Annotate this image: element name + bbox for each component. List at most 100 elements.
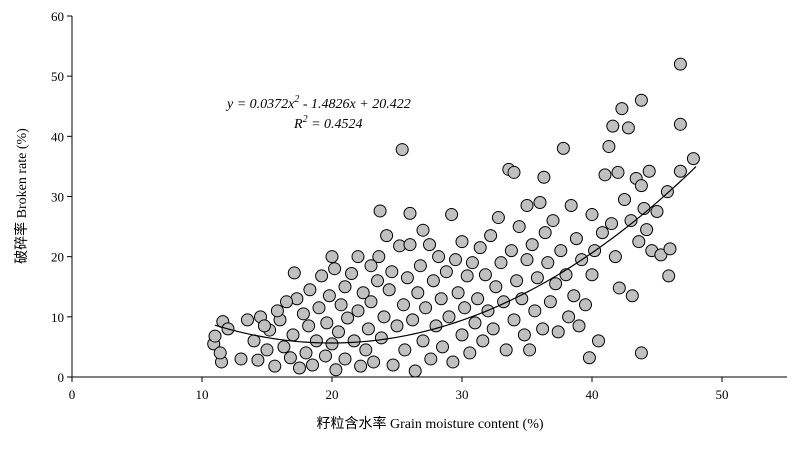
x-tick-label: 0 [69, 387, 76, 402]
point [286, 328, 300, 342]
point [351, 304, 365, 318]
point [650, 205, 664, 219]
point [386, 358, 400, 372]
point [419, 301, 433, 315]
point [686, 152, 700, 166]
point [463, 346, 477, 360]
point [395, 143, 409, 157]
point [554, 244, 568, 258]
point [303, 283, 317, 297]
point [541, 256, 555, 270]
y-tick-label: 60 [51, 9, 64, 24]
point [296, 307, 310, 321]
point [382, 283, 396, 297]
point [416, 334, 430, 348]
point [411, 286, 425, 300]
point [436, 340, 449, 354]
x-tick-label: 10 [196, 387, 209, 402]
point [345, 267, 358, 281]
point [491, 211, 505, 225]
point [257, 319, 271, 333]
point [306, 358, 319, 372]
point [634, 179, 648, 193]
r2-part: R [293, 117, 303, 132]
point [354, 359, 368, 373]
point [546, 214, 560, 228]
point [640, 223, 654, 237]
point [528, 304, 542, 318]
point [367, 355, 381, 369]
y-tick-label: 40 [51, 129, 64, 144]
point [380, 229, 394, 243]
point [538, 226, 552, 240]
point [372, 250, 386, 264]
point [359, 343, 373, 357]
r-squared: R2 = 0.4524 [293, 114, 363, 132]
point [406, 313, 420, 327]
point [579, 298, 592, 312]
point [446, 355, 460, 369]
point [408, 364, 422, 378]
point [347, 334, 361, 348]
point [510, 274, 524, 288]
point [608, 250, 622, 264]
point [302, 319, 316, 333]
r2-part: = 0.4524 [308, 117, 363, 132]
point [504, 244, 518, 258]
point [423, 238, 436, 252]
y-tick-label: 30 [51, 190, 64, 205]
point [328, 262, 342, 276]
point [293, 361, 306, 375]
point [268, 359, 282, 373]
point [585, 268, 599, 282]
point [632, 235, 646, 249]
equation-part: y = 0.0372x [225, 97, 295, 112]
point [569, 232, 583, 246]
point [434, 292, 448, 306]
point [322, 289, 336, 303]
point [439, 265, 453, 279]
point [445, 208, 459, 222]
point [536, 322, 550, 336]
point [660, 185, 674, 199]
point [654, 248, 668, 262]
equation: y = 0.0372x2 - 1.4826x + 20.422 [225, 94, 411, 112]
point [449, 253, 462, 267]
point [625, 289, 639, 303]
point [525, 238, 539, 252]
point [512, 220, 526, 234]
point [234, 352, 248, 366]
point [562, 310, 576, 324]
point [374, 331, 388, 345]
point [332, 325, 345, 339]
equation-part: - 1.4826x + 20.422 [299, 97, 410, 112]
point [634, 93, 648, 107]
point [507, 313, 521, 327]
point [673, 117, 687, 131]
point [486, 322, 500, 336]
point [319, 349, 332, 363]
point [325, 250, 339, 264]
point [520, 253, 534, 267]
point [377, 310, 391, 324]
point [455, 235, 469, 249]
point [315, 269, 329, 283]
point [400, 271, 414, 285]
point [662, 269, 676, 283]
point [621, 121, 635, 135]
r2-part: 2 [303, 114, 308, 125]
point [624, 214, 638, 228]
point [334, 298, 348, 312]
point [398, 343, 412, 357]
point [611, 165, 625, 179]
point [468, 316, 482, 330]
point [530, 271, 544, 285]
point [556, 141, 570, 155]
point [299, 346, 313, 360]
point [309, 334, 323, 348]
point [371, 274, 384, 288]
point [397, 298, 410, 312]
point [612, 281, 626, 295]
point [260, 343, 274, 357]
